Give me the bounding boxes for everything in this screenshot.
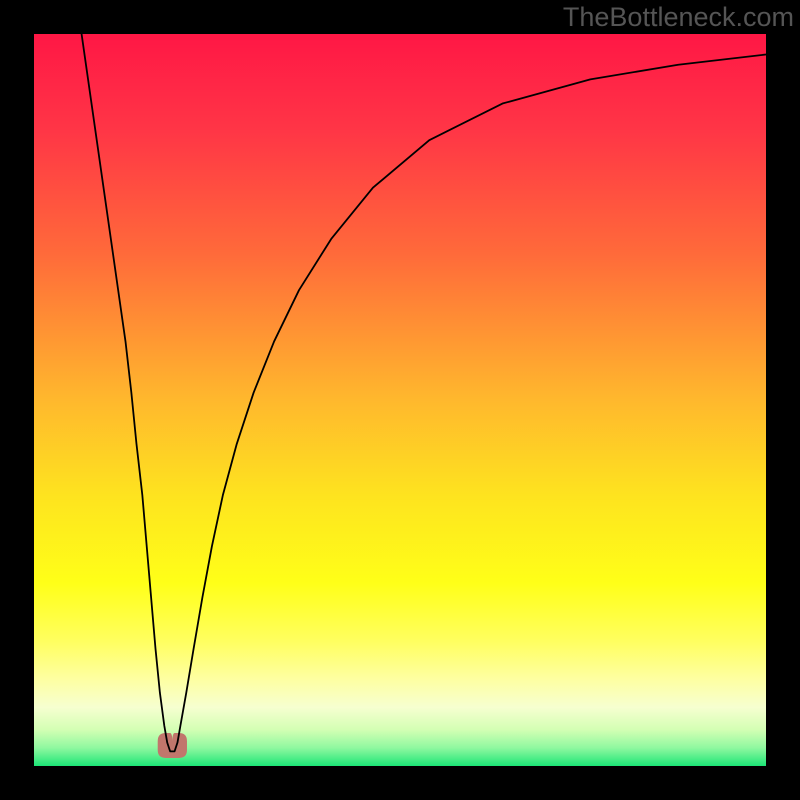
chart-svg (0, 0, 800, 800)
chart-frame: TheBottleneck.com (0, 0, 800, 800)
plot-background (34, 34, 766, 766)
watermark-text: TheBottleneck.com (563, 2, 794, 33)
